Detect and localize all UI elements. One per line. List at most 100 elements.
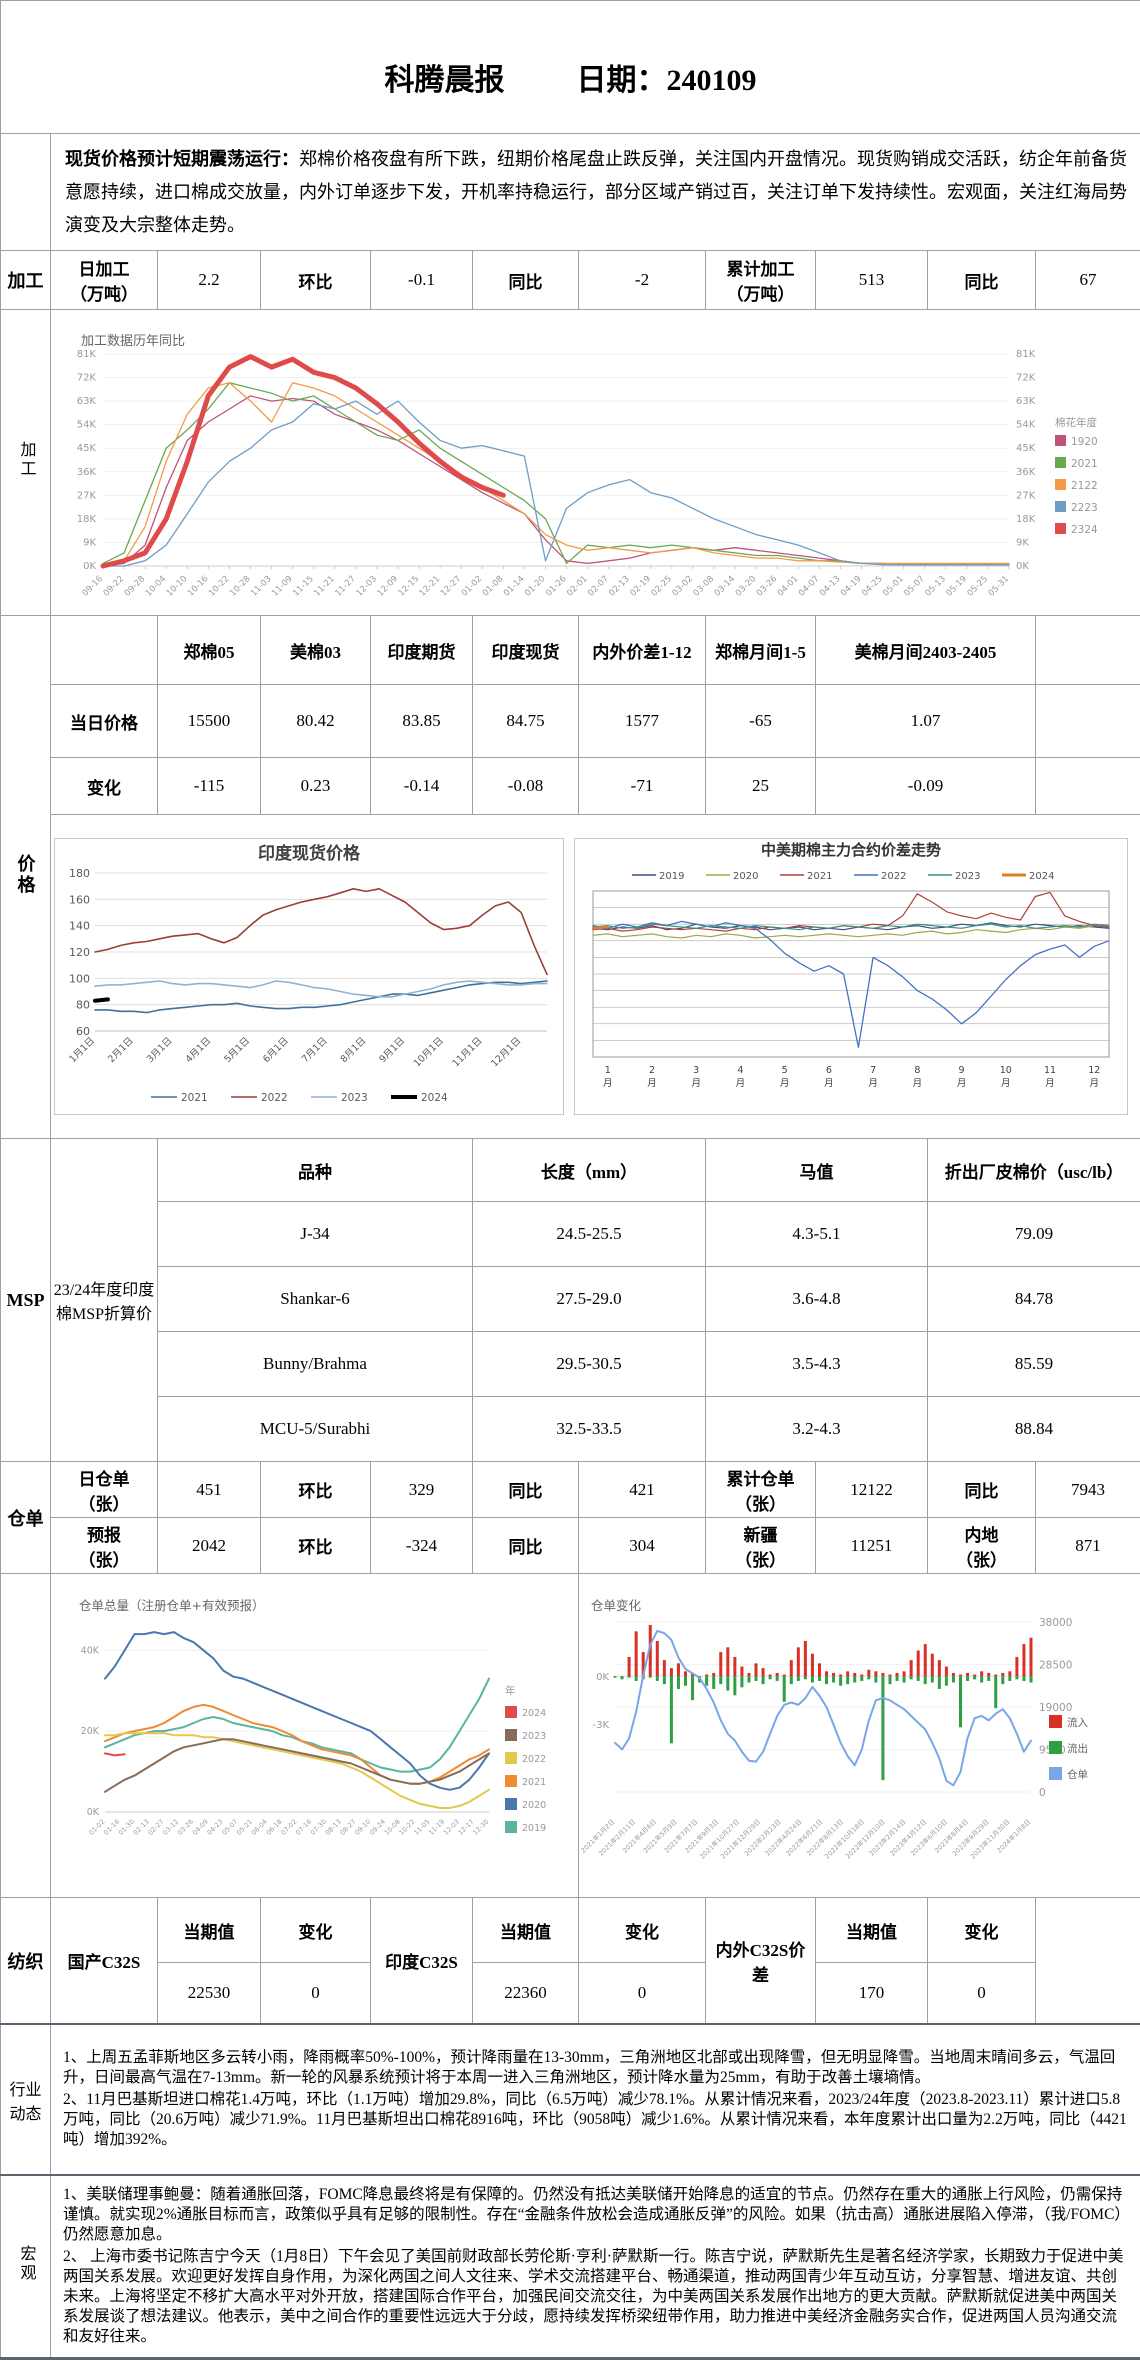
svg-text:05-07: 05-07 <box>902 574 927 599</box>
svg-text:04-19: 04-19 <box>839 574 864 599</box>
textile-g0-current: 22530 <box>158 1963 261 2025</box>
svg-text:06-04: 06-04 <box>249 1818 268 1837</box>
price-header-0: 郑棉05 <box>158 616 261 685</box>
svg-text:04-01: 04-01 <box>775 574 800 599</box>
processing-yoy-value: -2 <box>579 251 706 310</box>
svg-text:月: 月 <box>1001 1078 1011 1089</box>
msp-row1-mic: 3.6-4.8 <box>706 1267 928 1332</box>
warrants-r0c4: 同比 <box>473 1462 579 1518</box>
msp-label: MSP <box>1 1139 51 1462</box>
svg-text:2022年4月24日: 2022年4月24日 <box>763 1817 804 1858</box>
svg-text:2021: 2021 <box>181 1092 208 1104</box>
svg-text:2022: 2022 <box>881 871 906 882</box>
warrants-label: 仓单 <box>1 1462 51 1574</box>
msp-row3-length: 32.5-33.5 <box>473 1397 706 1462</box>
textile-group0-name: 国产C32S <box>51 1898 158 2025</box>
warrants-r1c0: 预报 （张） <box>51 1518 158 1574</box>
svg-text:05-13: 05-13 <box>923 574 948 599</box>
svg-text:03-08: 03-08 <box>691 574 716 599</box>
warrants-r0c7: 12122 <box>816 1462 928 1518</box>
svg-text:20K: 20K <box>80 1726 99 1737</box>
svg-text:07-02: 07-02 <box>279 1818 298 1837</box>
processing-chart-label: 加工 <box>1 310 51 616</box>
svg-text:8: 8 <box>914 1065 920 1076</box>
svg-text:40K: 40K <box>80 1645 99 1656</box>
svg-text:年: 年 <box>505 1684 516 1697</box>
svg-text:2022年6月21日: 2022年6月21日 <box>783 1817 824 1858</box>
price-row0-v2: 83.85 <box>371 685 473 758</box>
svg-text:28500: 28500 <box>1039 1660 1072 1672</box>
svg-text:120: 120 <box>69 946 90 959</box>
msp-row2-length: 29.5-30.5 <box>473 1332 706 1397</box>
svg-text:月: 月 <box>1089 1078 1099 1089</box>
svg-text:10-22: 10-22 <box>207 574 232 599</box>
svg-text:0K: 0K <box>596 1672 609 1683</box>
warrants-r1c7: 11251 <box>816 1518 928 1574</box>
svg-text:月: 月 <box>736 1078 746 1089</box>
msp-row3-price: 88.84 <box>928 1397 1140 1462</box>
processing-mom-value: -0.1 <box>371 251 473 310</box>
svg-text:19000: 19000 <box>1039 1702 1072 1714</box>
svg-text:2021: 2021 <box>1071 458 1098 470</box>
price-header-trailing <box>1036 616 1140 685</box>
msp-row3-mic: 3.2-4.3 <box>706 1397 928 1462</box>
price-row0-v0: 15500 <box>158 685 261 758</box>
svg-text:03-26: 03-26 <box>176 1818 195 1837</box>
svg-text:2023年9月29日: 2023年9月29日 <box>950 1817 991 1858</box>
svg-text:2020: 2020 <box>733 871 758 882</box>
textile-g2-current: 170 <box>816 1963 928 2025</box>
svg-text:63K: 63K <box>1016 396 1036 407</box>
svg-text:9月1日: 9月1日 <box>377 1035 407 1065</box>
svg-text:160: 160 <box>69 893 90 906</box>
svg-text:12-03: 12-03 <box>354 574 379 599</box>
svg-text:01-14: 01-14 <box>502 574 527 599</box>
report-title-row: 科腾晨报日期：240109 <box>1 1 1140 134</box>
textile-g0-current-header: 当期值 <box>158 1898 261 1963</box>
svg-text:12-15: 12-15 <box>396 574 421 599</box>
summary-lead: 现货价格预计短期震荡运行： <box>65 149 299 169</box>
industry-news: 1、上周五孟菲斯地区多云转小雨，降雨概率50%-100%，预计降雨量在13-30… <box>51 2024 1140 2175</box>
svg-text:10-16: 10-16 <box>185 574 210 599</box>
svg-text:140: 140 <box>69 920 90 933</box>
processing-cum-label: 累计加工 （万吨） <box>706 251 816 310</box>
svg-text:81K: 81K <box>76 349 96 360</box>
svg-text:8月1日: 8月1日 <box>339 1035 369 1065</box>
svg-text:04-13: 04-13 <box>818 574 843 599</box>
price-row0-trailing <box>1036 685 1140 758</box>
processing-yoy-label: 同比 <box>473 251 579 310</box>
macro-news: 1、美联储理事鲍曼：随着通胀回落，FOMC降息最终将是有保障的。仍然没有抵达美联… <box>51 2175 1140 2359</box>
price-row1-v3: -0.08 <box>473 758 579 815</box>
svg-text:2019: 2019 <box>522 1823 546 1834</box>
svg-text:10-08: 10-08 <box>382 1818 401 1837</box>
warrants-r1c4: 同比 <box>473 1518 579 1574</box>
svg-text:12: 12 <box>1088 1065 1100 1076</box>
svg-text:2019: 2019 <box>659 871 684 882</box>
svg-text:18K: 18K <box>1016 514 1036 525</box>
svg-text:月: 月 <box>603 1078 613 1089</box>
msp-row2-price: 85.59 <box>928 1332 1140 1397</box>
warrants-r1c3: -324 <box>371 1518 473 1574</box>
svg-text:棉花年度: 棉花年度 <box>1055 416 1097 429</box>
svg-text:2021: 2021 <box>807 871 832 882</box>
svg-text:1: 1 <box>605 1065 611 1076</box>
svg-text:11-21: 11-21 <box>312 574 337 599</box>
svg-text:03-20: 03-20 <box>733 574 758 599</box>
svg-text:仓单总量（注册仓单+有效预报）: 仓单总量（注册仓单+有效预报） <box>79 1598 264 1613</box>
svg-text:45K: 45K <box>1016 443 1036 454</box>
price-row1-v6: -0.09 <box>816 758 1036 815</box>
svg-text:2月1日: 2月1日 <box>106 1035 136 1065</box>
price-row1-v4: -71 <box>579 758 706 815</box>
svg-text:12月1日: 12月1日 <box>489 1035 523 1069</box>
svg-text:01-30: 01-30 <box>116 1818 135 1837</box>
price-row1-v0: -115 <box>158 758 261 815</box>
msp-row0-price: 79.09 <box>928 1202 1140 1267</box>
svg-text:月: 月 <box>868 1078 878 1089</box>
svg-text:27K: 27K <box>1016 490 1036 501</box>
svg-text:07-16: 07-16 <box>294 1818 313 1837</box>
svg-text:9K: 9K <box>1016 537 1029 548</box>
svg-text:81K: 81K <box>1016 349 1036 360</box>
price-row0-v1: 80.42 <box>261 685 371 758</box>
processing-cumyoy-value: 67 <box>1036 251 1140 310</box>
